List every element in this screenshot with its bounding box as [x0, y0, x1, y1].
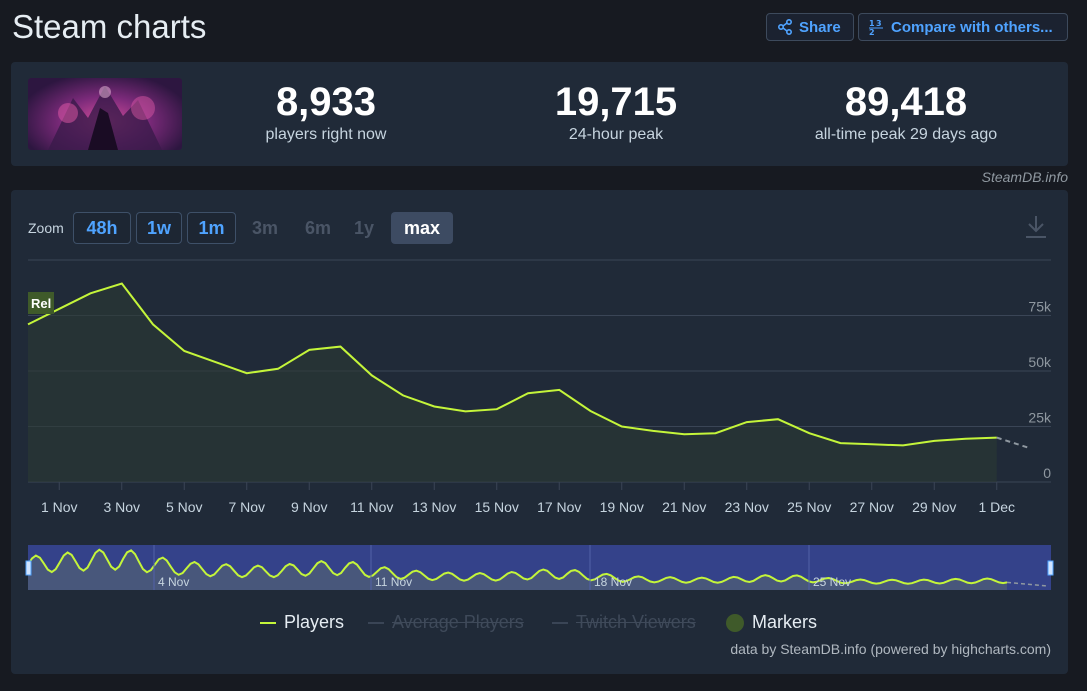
players-line: [27, 282, 997, 447]
stat-alltime-peak: 89,418 all-time peak 29 days ago: [801, 80, 1011, 144]
y-tick-label: 50k: [1028, 354, 1052, 370]
zoom-button-1m[interactable]: 1m: [187, 212, 236, 244]
stat-players-now: 8,933 players right now: [241, 80, 411, 144]
zoom-label: Zoom: [28, 220, 64, 236]
x-tick-label: 19 Nov: [600, 499, 644, 515]
navigator-label: 18 Nov: [594, 575, 632, 589]
svg-text:2: 2: [869, 28, 875, 36]
navigator-handle-left: [25, 560, 32, 576]
zoom-button-1w[interactable]: 1w: [136, 212, 182, 244]
y-tick-label: 25k: [1028, 410, 1052, 426]
players-now-label: players right now: [265, 126, 387, 143]
legend-players-swatch: [260, 621, 276, 624]
zoom-button-3m[interactable]: 3m: [251, 217, 278, 238]
x-tick-label: 25 Nov: [787, 499, 831, 515]
x-tick-label: 23 Nov: [725, 499, 769, 515]
navigator-label: 11 Nov: [375, 575, 412, 589]
compare-button[interactable]: 1 3 2 Compare with others...: [858, 13, 1068, 41]
x-tick-label: 15 Nov: [475, 499, 519, 515]
players-now-value: 8,933: [275, 80, 377, 124]
navigator-area: [28, 549, 1008, 590]
players-area: [28, 283, 997, 482]
y-tick-label: 75k: [1028, 299, 1052, 315]
page-title: Steam charts: [12, 8, 207, 45]
game-art-icon: [48, 86, 162, 150]
x-tick-label: 7 Nov: [228, 499, 265, 515]
legend-players-label: Players: [284, 612, 345, 632]
x-tick-label: 3 Nov: [103, 499, 140, 515]
x-tick-label: 1 Nov: [41, 499, 78, 515]
release-marker-label: Rel: [31, 296, 51, 311]
share-icon: [777, 19, 792, 35]
share-label: Share: [799, 18, 841, 36]
navigator-line: [27, 548, 1008, 585]
x-tick-label: 13 Nov: [412, 499, 456, 515]
svg-text:3: 3: [876, 19, 882, 28]
share-button[interactable]: Share: [766, 13, 854, 41]
stats-panel: 8,933 players right now 19,715 24-hour p…: [11, 62, 1068, 166]
legend-average-label: Average Players: [392, 612, 524, 632]
alltime-label: all-time peak 29 days ago: [814, 126, 998, 143]
x-tick-label: 29 Nov: [912, 499, 956, 515]
x-tick-label: 17 Nov: [537, 499, 581, 515]
alltime-value: 89,418: [844, 80, 968, 124]
legend-average-players[interactable]: Average Players: [368, 612, 524, 633]
legend-twitch-swatch: [552, 621, 568, 624]
peak24-label: 24-hour peak: [568, 126, 664, 143]
download-icon[interactable]: [1024, 214, 1048, 240]
peak24-value: 19,715: [554, 80, 678, 124]
highcharts-credit[interactable]: data by SteamDB.info (powered by highcha…: [730, 641, 1051, 657]
zoom-button-1y[interactable]: 1y: [353, 217, 375, 238]
zoom-button-6m[interactable]: 6m: [304, 217, 331, 238]
x-tick-label: 11 Nov: [350, 499, 393, 515]
compare-label: Compare with others...: [891, 18, 1053, 36]
legend-twitch-label: Twitch Viewers: [576, 612, 696, 632]
zoom-button-48h[interactable]: 48h: [73, 212, 131, 244]
navigator-label: 4 Nov: [158, 575, 189, 589]
legend-players[interactable]: Players: [260, 612, 344, 633]
svg-text:1: 1: [869, 19, 875, 28]
x-tick-label: 9 Nov: [291, 499, 328, 515]
compare-icon: 1 3 2: [869, 19, 883, 36]
navigator-label: 25 Nov: [813, 575, 851, 589]
x-tick-label: 5 Nov: [166, 499, 203, 515]
release-marker: [28, 292, 54, 314]
y-tick-label: 0: [1043, 465, 1051, 481]
steamdb-credit-link[interactable]: SteamDB.info: [981, 169, 1068, 185]
x-tick-label: 21 Nov: [662, 499, 706, 515]
x-tick-label: 1 Dec: [978, 499, 1015, 515]
x-tick-label: 27 Nov: [850, 499, 894, 515]
stat-24h-peak: 19,715 24-hour peak: [531, 80, 701, 144]
zoom-button-max[interactable]: max: [391, 212, 453, 244]
legend-markers-label: Markers: [752, 612, 818, 632]
legend-average-swatch: [368, 621, 384, 624]
legend-markers-swatch: [726, 613, 744, 632]
navigator-handle-right: [1047, 560, 1054, 576]
game-thumbnail[interactable]: [28, 78, 182, 150]
legend-markers[interactable]: Markers: [726, 612, 817, 633]
players-partial-line: [996, 436, 1029, 449]
legend-twitch-viewers[interactable]: Twitch Viewers: [552, 612, 696, 633]
